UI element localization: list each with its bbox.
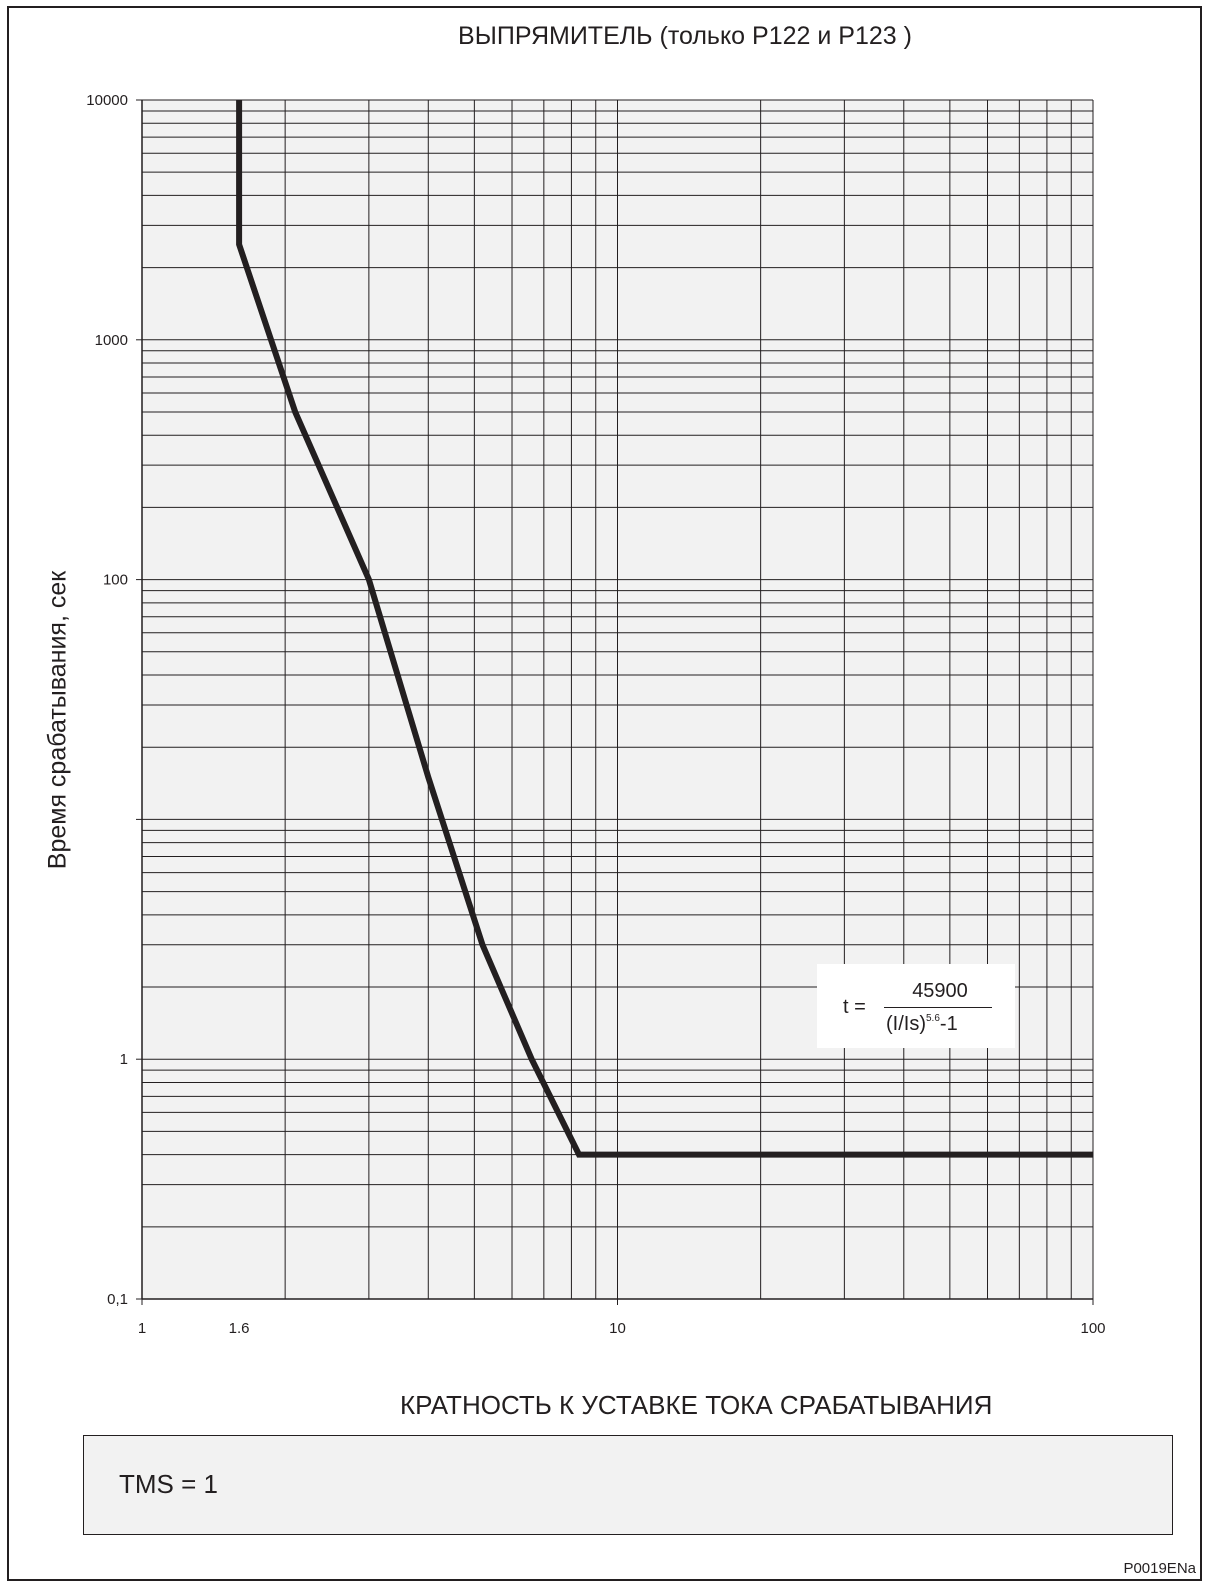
x-tick-label: 1.6 bbox=[229, 1320, 250, 1337]
formula-denominator-tail: -1 bbox=[939, 1013, 958, 1035]
x-tick-label: 100 bbox=[1080, 1320, 1105, 1337]
x-tick-label: 1 bbox=[138, 1320, 146, 1337]
y-axis-label: Время срабатывания, сек bbox=[43, 570, 72, 870]
trip-curve-line bbox=[236, 100, 1093, 1158]
formula-prefix: t = bbox=[843, 996, 866, 1018]
x-axis-label: КРАТНОСТЬ К УСТАВКЕ ТОКА СРАБАТЫВАНИЯ bbox=[400, 1390, 993, 1420]
grid bbox=[136, 99, 1094, 1305]
x-tick-labels: 1 1.6 10 100 bbox=[138, 1320, 1106, 1337]
tms-box: TMS = 1 bbox=[83, 1435, 1173, 1535]
tms-label: TMS = 1 bbox=[119, 1469, 218, 1499]
formula-fraction-bar bbox=[884, 1007, 992, 1008]
formula-denominator: (I/Is)5.6-1 bbox=[886, 1013, 1006, 1036]
y-tick-label: 1000 bbox=[95, 332, 128, 349]
figure-frame bbox=[7, 6, 1202, 1581]
y-tick-label: 1 bbox=[120, 1051, 128, 1068]
y-tick-label: 0,1 bbox=[107, 1291, 128, 1308]
x-tick-label: 10 bbox=[609, 1320, 626, 1337]
formula-exponent: 5.6 bbox=[926, 1013, 940, 1024]
y-tick-label: 100 bbox=[103, 572, 128, 589]
formula-numerator: 45900 bbox=[912, 980, 968, 1002]
chart-title: ВЫПРЯМИТЕЛЬ (только P122 и P123 ) bbox=[458, 22, 912, 50]
figure-code: P0019ENa bbox=[1123, 1560, 1196, 1577]
y-tick-label: 10000 bbox=[86, 92, 128, 109]
formula-denominator-base: (I/Is) bbox=[886, 1013, 926, 1035]
y-tick-labels: 0,1 1 100 1000 10000 bbox=[86, 92, 128, 1308]
formula-box: t = 45900 (I/Is)5.6-1 bbox=[817, 964, 1015, 1048]
